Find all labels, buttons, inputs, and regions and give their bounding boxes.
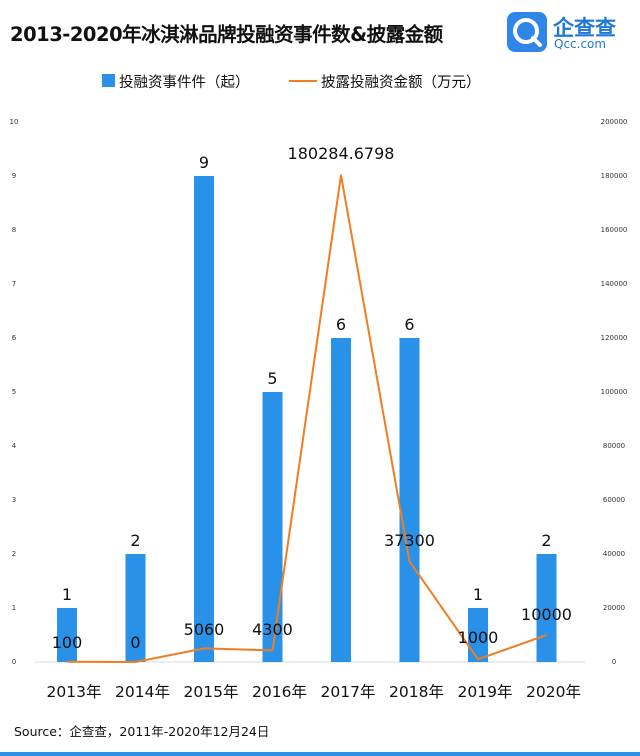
source-note: Source：企查查，2011年-2020年12月24日 [14, 724, 270, 739]
y-left-tick-label: 3 [12, 496, 16, 504]
bar-data-label: 5 [267, 369, 277, 388]
line-data-label: 37300 [384, 531, 435, 550]
line-data-label: 100 [52, 633, 83, 652]
footer-rule [0, 752, 640, 756]
bar [57, 608, 77, 662]
y-right-tick-label: 140000 [601, 280, 628, 288]
line-data-label: 5060 [184, 620, 225, 639]
legend-line-label: 披露投融资金额（万元） [321, 75, 481, 91]
bar-data-label: 6 [404, 315, 414, 334]
y-right-tick-label: 180000 [601, 172, 628, 180]
amount-line [66, 174, 547, 663]
y-right-tick-label: 100000 [601, 388, 628, 396]
y-left-tick-label: 4 [12, 442, 17, 450]
legend-bar-label: 投融资事件件（起） [119, 75, 250, 91]
line-data-label: 1000 [458, 628, 499, 647]
legend: 投融资事件件（起） 披露投融资金额（万元） [0, 70, 640, 91]
x-tick-label: 2014年 [115, 683, 170, 701]
bar [125, 554, 146, 662]
x-tick-label: 2019年 [458, 683, 513, 701]
y-right-tick-label: 200000 [601, 118, 628, 126]
y-left-tick-label: 2 [12, 550, 16, 558]
line-data-label: 0 [130, 633, 140, 652]
qcc-logo: 企查查 Qcc.com [507, 12, 632, 52]
bar-data-label: 1 [62, 585, 72, 604]
bar-data-label: 2 [130, 531, 140, 550]
bar [194, 176, 214, 662]
line-data-label: 10000 [521, 605, 572, 624]
y-left-tick-label: 5 [12, 388, 16, 396]
y-right-tick-label: 160000 [601, 226, 628, 234]
logo-name: 企查查 [553, 16, 616, 40]
y-left-tick-label: 7 [12, 280, 16, 288]
bar-data-label: 2 [541, 531, 551, 550]
qcc-logo-icon [507, 12, 547, 52]
y-left-tick-label: 10 [10, 118, 19, 126]
x-tick-label: 2018年 [389, 683, 444, 701]
line-data-label: 180284.6798 [288, 144, 395, 163]
logo-domain: Qcc.com [554, 37, 607, 51]
y-left-tick-label: 8 [12, 226, 16, 234]
bar-data-label: 1 [473, 585, 483, 604]
legend-bar-swatch [102, 74, 115, 87]
bar [536, 554, 557, 662]
y-left-tick-label: 1 [12, 604, 16, 612]
bar [468, 608, 488, 662]
y-right-tick-label: 40000 [603, 550, 625, 558]
chart-title: 2013-2020年冰淇淋品牌投融资事件数&披露金额 [10, 23, 443, 46]
y-left-tick-label: 0 [12, 658, 16, 666]
bar [262, 392, 283, 662]
y-right-tick-label: 120000 [601, 334, 628, 342]
y-right-tick-label: 20000 [603, 604, 625, 612]
y-right-tick-label: 0 [612, 658, 616, 666]
x-tick-label: 2016年 [252, 683, 307, 701]
legend-line-swatch [289, 80, 317, 82]
bar-data-label: 6 [336, 315, 346, 334]
y-left-tick-label: 6 [12, 334, 17, 342]
x-tick-label: 2017年 [321, 683, 376, 701]
x-tick-label: 2020年 [526, 683, 581, 701]
bar [399, 338, 420, 662]
y-right-tick-label: 80000 [603, 442, 625, 450]
bar-data-label: 9 [199, 153, 209, 172]
bar [331, 338, 351, 662]
y-right-tick-label: 60000 [603, 496, 625, 504]
x-tick-label: 2013年 [47, 683, 102, 701]
line-data-label: 4300 [252, 620, 293, 639]
y-left-tick-label: 9 [12, 172, 16, 180]
x-tick-label: 2015年 [184, 683, 239, 701]
